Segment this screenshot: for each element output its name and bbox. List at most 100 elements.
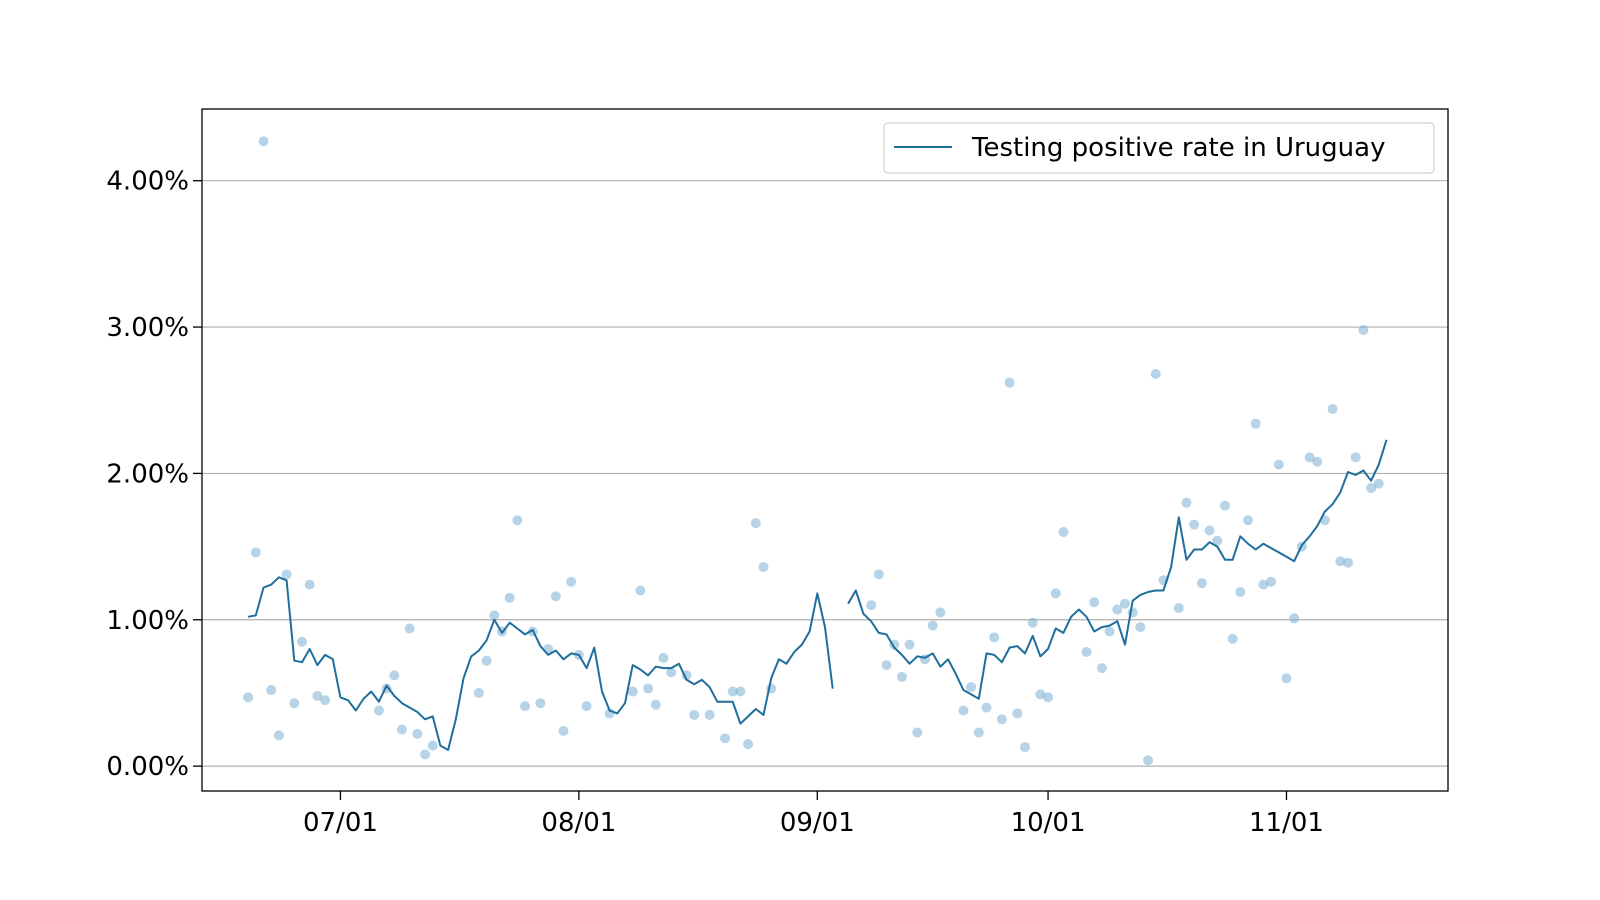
data-point [720,733,731,744]
data-point [1358,324,1369,335]
legend-label: Testing positive rate in Uruguay [971,133,1385,163]
data-point [1327,404,1338,415]
x-tick-label: 07/01 [303,808,378,838]
data-point [566,576,577,587]
data-point [704,709,715,720]
y-tick-label: 2.00% [106,459,189,489]
data-point [958,705,969,716]
y-tick-label: 4.00% [106,167,189,197]
data-point [973,727,984,738]
x-tick-label: 09/01 [780,808,855,838]
y-tick-label: 3.00% [106,313,189,343]
data-point [881,660,892,671]
data-point [412,728,423,739]
data-point [1335,556,1346,567]
data-point [1050,588,1061,599]
data-point [489,610,500,621]
daily-points [243,136,1384,766]
data-point [1181,497,1192,508]
series-line [847,439,1388,700]
data-point [1119,598,1130,609]
data-point [243,692,254,703]
data-point [1035,689,1046,700]
y-tick-label: 1.00% [106,606,189,636]
data-point [1143,755,1154,766]
data-point [743,739,754,750]
data-point [866,600,877,611]
data-point [258,136,269,147]
data-point [504,592,515,603]
data-point [996,714,1007,725]
data-point [1266,576,1277,587]
data-point [1019,742,1030,753]
y-tick-label: 0.00% [106,752,189,782]
data-point [1204,525,1215,536]
data-point [512,515,523,526]
data-point [689,709,700,720]
data-point [912,727,923,738]
data-point [427,740,438,751]
data-point [1012,708,1023,719]
y-axis-ticks: 0.00% 1.00% 2.00% 3.00% 4.00% [106,167,202,782]
data-point [1196,578,1207,589]
data-point [1135,622,1146,633]
data-point [1343,557,1354,568]
data-point [289,698,300,709]
data-point [896,671,907,682]
data-point [658,652,669,663]
data-point [1273,459,1284,470]
data-point [520,701,531,712]
data-point [250,547,261,558]
data-point [643,683,654,694]
data-point [481,655,492,666]
x-tick-label: 08/01 [541,808,616,838]
data-point [420,749,431,760]
data-point [1096,663,1107,674]
data-point [1104,626,1115,637]
data-point [558,725,569,736]
data-point [1289,613,1300,624]
data-point [1150,368,1161,379]
data-point [581,701,592,712]
data-point [1243,515,1254,526]
data-point [1089,597,1100,608]
data-point [1081,646,1092,657]
data-point [320,695,331,706]
data-point [550,591,561,602]
data-point [904,639,915,650]
x-tick-label: 10/01 [1011,808,1086,838]
data-point [727,686,738,697]
x-axis-ticks: 07/01 08/01 09/01 10/01 11/01 [303,791,1324,838]
data-point [1250,418,1261,429]
average-line [247,439,1388,751]
data-point [1281,673,1292,684]
data-point [873,569,884,580]
data-point [927,620,938,631]
legend-box [883,122,1435,174]
data-point [666,667,677,678]
data-point [296,636,307,647]
data-point [1235,586,1246,597]
data-point [650,699,661,710]
data-point [312,690,323,701]
data-point [981,702,992,713]
data-point [273,730,284,741]
data-point [1189,519,1200,530]
data-point [935,607,946,618]
data-point [735,686,746,697]
data-point [1027,617,1038,628]
data-point [1350,452,1361,463]
grid-lines [202,180,1448,767]
data-point [1043,692,1054,703]
data-point [1058,526,1069,537]
data-point [1304,452,1315,463]
data-point [373,705,384,716]
data-point [750,518,761,529]
data-point [1373,478,1384,489]
data-point [1212,535,1223,546]
plot-frame [201,108,1449,792]
data-point [535,698,546,709]
data-point [1227,633,1238,644]
data-point [304,579,315,590]
